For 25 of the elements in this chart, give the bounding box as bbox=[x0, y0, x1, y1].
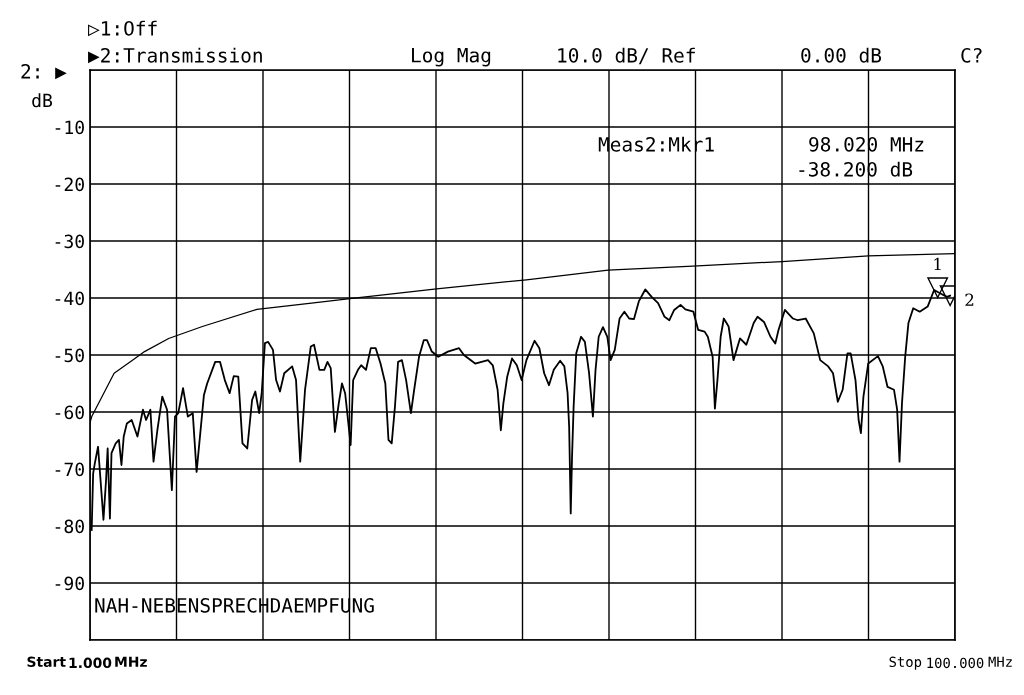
text: 0.00 dB bbox=[801, 47, 882, 63]
text: MHz bbox=[988, 656, 1012, 667]
text: Stop bbox=[889, 656, 922, 670]
y-tick-label: -70 bbox=[55, 462, 84, 477]
annotation: 2 bbox=[965, 293, 974, 306]
y-tick-label: -30 bbox=[55, 234, 84, 249]
text: 10.0 dB/ Ref bbox=[558, 47, 695, 65]
x-tick-label: 1.000 bbox=[69, 657, 112, 669]
y-tick-label: -60 bbox=[55, 405, 84, 420]
text: 2: ▶ bbox=[21, 63, 67, 80]
y-tick-label: -90 bbox=[55, 576, 84, 591]
y-tick-label: -40 bbox=[55, 291, 84, 306]
y-tick-label: -10 bbox=[55, 120, 84, 135]
text: C? bbox=[961, 47, 982, 63]
y-tick-label: -50 bbox=[55, 348, 84, 363]
x-tick-label: 100.000 bbox=[927, 657, 984, 669]
y-tick-label: -20 bbox=[55, 177, 84, 192]
text: ▷1:Off bbox=[88, 20, 157, 37]
text: Start bbox=[27, 656, 66, 668]
annotation: 1 bbox=[934, 257, 941, 271]
text: MHz bbox=[115, 656, 147, 667]
y-tick-label: -80 bbox=[55, 519, 84, 534]
text: ▶2:Transmission bbox=[88, 47, 262, 64]
text: Log Mag bbox=[412, 48, 491, 67]
y-axis-title: dB bbox=[32, 93, 53, 108]
